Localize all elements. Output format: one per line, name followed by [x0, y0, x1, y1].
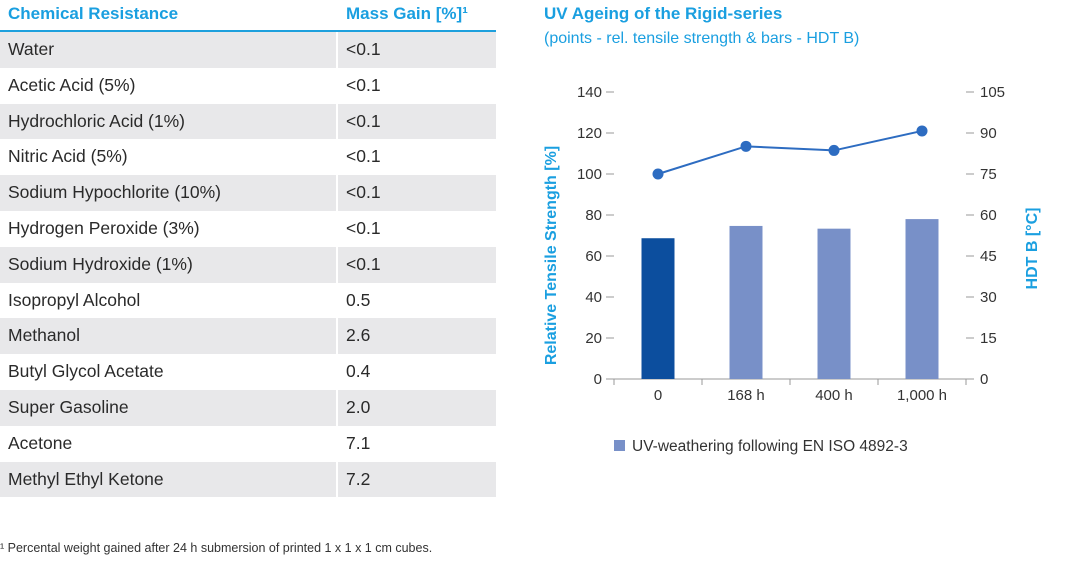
chemical-cell: Methanol: [0, 318, 336, 355]
mass-gain-cell: 0.4: [338, 354, 496, 390]
mass-gain-cell: <0.1: [338, 175, 496, 211]
table-row: Methyl Ethyl Ketone 7.2: [0, 461, 496, 498]
mass-gain-cell: 0.5: [338, 282, 496, 319]
mass-gain-cell: <0.1: [338, 246, 496, 283]
table-row: Super Gasoline 2.0: [0, 389, 496, 426]
tensile-strength-point: [828, 144, 840, 156]
y-tick-label: 0: [594, 371, 602, 388]
table-row: Acetic Acid (5%) <0.1: [0, 67, 496, 104]
chemical-cell: Super Gasoline: [0, 389, 336, 426]
x-tick-label: 400 h: [815, 387, 853, 404]
y2-tick-label: 0: [980, 371, 988, 388]
chemical-cell: Acetic Acid (5%): [0, 67, 336, 104]
table-row: Nitric Acid (5%) <0.1: [0, 139, 496, 176]
chemical-cell: Butyl Glycol Acetate: [0, 354, 336, 390]
mass-gain-cell: 7.2: [338, 461, 496, 498]
chart-subtitle: (points - rel. tensile strength & bars -…: [544, 30, 860, 47]
y2-tick-label: 105: [980, 84, 1005, 101]
chemical-cell: Methyl Ethyl Ketone: [0, 461, 336, 498]
table-row: Isopropyl Alcohol 0.5: [0, 282, 496, 319]
hdt-bar: [641, 238, 675, 379]
mass-gain-cell: <0.1: [338, 210, 496, 247]
x-tick-label: 0: [654, 387, 662, 404]
y-tick-label: 100: [577, 166, 602, 183]
chemical-cell: Nitric Acid (5%): [0, 139, 336, 176]
chemical-resistance-table: Chemical Resistance Mass Gain [%]¹ Water…: [0, 0, 496, 498]
y2-tick-label: 30: [980, 289, 997, 306]
y-tick-label: 80: [585, 207, 602, 224]
table-row: Methanol 2.6: [0, 318, 496, 355]
y-tick-label: 20: [585, 330, 602, 347]
mass-gain-cell: <0.1: [338, 67, 496, 104]
y2-tick-label: 75: [980, 166, 997, 183]
table-row: Water <0.1: [0, 32, 496, 68]
chemical-cell: Sodium Hypochlorite (10%): [0, 175, 336, 211]
table-row: Sodium Hydroxide (1%) <0.1: [0, 246, 496, 283]
table-header: Chemical Resistance Mass Gain [%]¹: [0, 0, 496, 32]
hdt-bar: [817, 228, 851, 379]
uv-ageing-chart: 0 20 40 60 80 100 120 140 0 15 30 45 60 75 90 105 0 168 h…: [543, 84, 1041, 455]
footnote: ¹ Percental weight gained after 24 h sub…: [0, 541, 433, 555]
y2-tick-label: 45: [980, 248, 997, 265]
chemical-cell: Hydrogen Peroxide (3%): [0, 210, 336, 247]
y-tick-label: 120: [577, 125, 602, 142]
tensile-strength-line: [657, 129, 923, 175]
chart-title: UV Ageing of the Rigid-series: [544, 4, 783, 23]
chemical-cell: Water: [0, 32, 336, 68]
mass-gain-cell: 2.6: [338, 318, 496, 355]
legend-swatch: [614, 440, 625, 451]
x-tick-label: 168 h: [727, 387, 765, 404]
y-tick-label: 140: [577, 84, 602, 101]
header-chemical: Chemical Resistance: [8, 4, 179, 23]
y-tick-label: 40: [585, 289, 602, 306]
y2-axis-label: HDT B [°C]: [1024, 208, 1041, 290]
mass-gain-cell: 2.0: [338, 389, 496, 426]
chemical-cell: Sodium Hydroxide (1%): [0, 246, 336, 283]
mass-gain-cell: <0.1: [338, 139, 496, 176]
table-row: Acetone 7.1: [0, 425, 496, 462]
header-mass-gain: Mass Gain [%]¹: [346, 4, 468, 23]
table-row: Hydrochloric Acid (1%) <0.1: [0, 103, 496, 140]
hdt-bar: [905, 219, 939, 379]
y2-tick-label: 90: [980, 125, 997, 142]
tensile-strength-point: [652, 168, 664, 180]
chemical-cell: Isopropyl Alcohol: [0, 282, 336, 319]
table-row: Butyl Glycol Acetate 0.4: [0, 354, 496, 390]
chemical-cell: Acetone: [0, 425, 336, 462]
y-tick-label: 60: [585, 248, 602, 265]
mass-gain-cell: 7.1: [338, 425, 496, 462]
table-row: Sodium Hypochlorite (10%) <0.1: [0, 175, 496, 211]
y2-tick-label: 15: [980, 330, 997, 347]
chemical-cell: Hydrochloric Acid (1%): [0, 103, 336, 140]
tensile-strength-point: [740, 140, 752, 152]
x-tick-label: 1,000 h: [897, 387, 947, 404]
y-axis-label: Relative Tensile Strength [%]: [543, 146, 560, 365]
mass-gain-cell: <0.1: [338, 32, 496, 68]
legend-label: UV-weathering following EN ISO 4892-3: [632, 438, 908, 455]
hdt-bar: [729, 225, 763, 379]
table-row: Hydrogen Peroxide (3%) <0.1: [0, 210, 496, 247]
tensile-strength-point: [916, 125, 928, 137]
y2-tick-label: 60: [980, 207, 997, 224]
mass-gain-cell: <0.1: [338, 103, 496, 140]
table-body: Water <0.1 Acetic Acid (5%) <0.1 Hydrochlori…: [0, 32, 496, 498]
